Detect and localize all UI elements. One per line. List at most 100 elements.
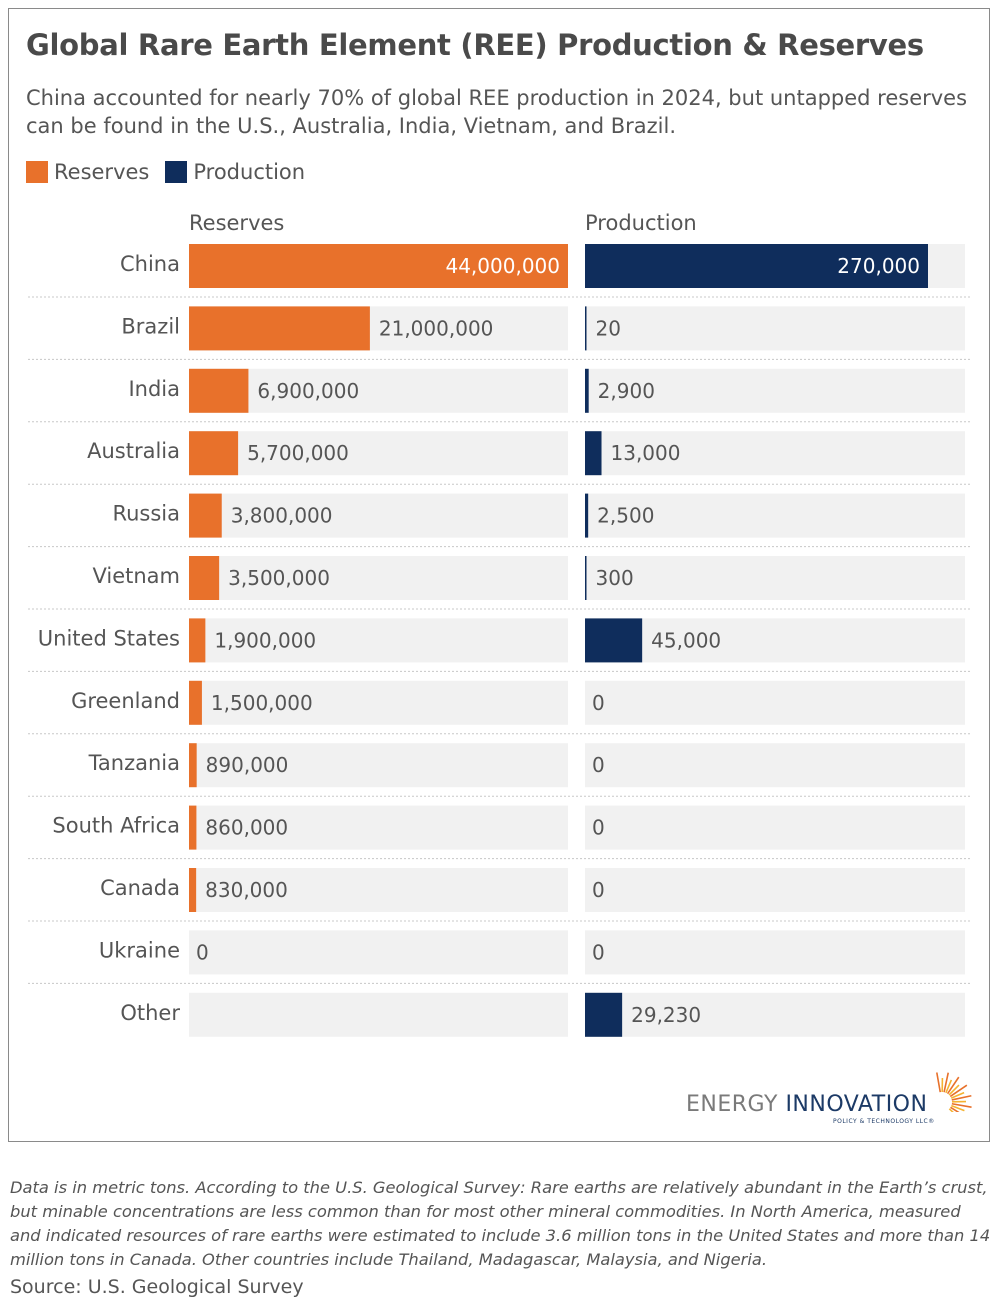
- data-label-production-ukraine: 0: [592, 940, 605, 964]
- category-label-china: China: [120, 252, 180, 276]
- bar-track-production: [585, 868, 965, 912]
- data-label-reserves-ukraine: 0: [196, 940, 209, 964]
- category-label-russia: Russia: [112, 502, 180, 526]
- legend-item-production: Production: [165, 160, 305, 184]
- category-label-canada: Canada: [100, 876, 180, 900]
- sun-ray: [946, 1076, 960, 1095]
- data-label-production-russia: 2,500: [597, 504, 654, 528]
- bar-track-reserves: [189, 431, 568, 476]
- category-label-ukraine: Ukraine: [99, 938, 180, 962]
- bar-reserves-russia: [189, 493, 222, 538]
- legend-label-production: Production: [193, 160, 306, 184]
- sun-ray: [945, 1079, 953, 1094]
- data-label-reserves-brazil: 21,000,000: [379, 316, 494, 340]
- energy-innovation-logo: ENERGY INNOVATION POLICY & TECHNOLOGY LL…: [686, 1072, 976, 1128]
- category-label-brazil: Brazil: [121, 314, 180, 338]
- footnote: Data is in metric tons. According to the…: [10, 1178, 991, 1269]
- category-label-other: Other: [120, 1001, 180, 1025]
- bar-reserves-china: [189, 244, 568, 288]
- bar-track-production: [585, 805, 965, 850]
- legend-swatch-production: [165, 161, 188, 183]
- data-label-production-australia: 13,000: [611, 441, 681, 465]
- data-label-production-vietnam: 300: [596, 566, 634, 590]
- sun-ray: [948, 1108, 954, 1112]
- bar-reserves-australia: [189, 431, 239, 476]
- data-label-production-china: 270,000: [837, 254, 920, 278]
- bar-track-reserves: [189, 368, 568, 413]
- data-label-production-india: 2,900: [598, 379, 655, 403]
- chart-title: Global Rare Earth Element (REE) Producti…: [26, 28, 924, 62]
- sun-ray: [948, 1084, 960, 1096]
- legend: Reserves Production: [26, 158, 321, 186]
- chart-frame: [8, 8, 990, 1142]
- sun-ray: [949, 1084, 968, 1098]
- category-label-vietnam: Vietnam: [92, 564, 180, 588]
- data-label-reserves-vietnam: 3,500,000: [228, 566, 330, 590]
- sun-ray: [936, 1072, 942, 1093]
- bar-reserves-south-africa: [189, 805, 197, 850]
- bar-reserves-greenland: [189, 680, 202, 725]
- sun-ray: [950, 1106, 960, 1112]
- data-label-production-united-states: 45,000: [651, 628, 721, 652]
- data-label-reserves-russia: 3,800,000: [231, 504, 333, 528]
- category-label-tanzania: Tanzania: [88, 751, 180, 775]
- data-label-production-other: 29,230: [631, 1003, 701, 1027]
- bar-reserves-india: [189, 368, 249, 413]
- logo-wordmark: ENERGY INNOVATION: [686, 1092, 927, 1117]
- chart-subtitle: China accounted for nearly 70% of global…: [26, 86, 968, 138]
- bar-track-production: [585, 618, 965, 663]
- sunburst-icon: [936, 1072, 972, 1112]
- data-label-reserves-india: 6,900,000: [257, 379, 359, 403]
- data-label-production-brazil: 20: [596, 316, 621, 340]
- sun-ray: [951, 1094, 972, 1101]
- sun-ray: [950, 1091, 965, 1099]
- bar-track-reserves: [189, 930, 568, 975]
- legend-label-reserves: Reserves: [54, 160, 150, 184]
- bar-track-reserves: [189, 618, 568, 663]
- data-label-reserves-australia: 5,700,000: [247, 441, 349, 465]
- bar-track-production: [585, 743, 965, 788]
- bar-production-brazil: [585, 306, 587, 351]
- data-label-reserves-united-states: 1,900,000: [214, 628, 316, 652]
- data-label-production-canada: 0: [592, 878, 605, 902]
- bar-chart: Reserves Production China 44,000,000 270,000…: [28, 211, 972, 1037]
- bar-track-reserves: [189, 493, 568, 538]
- data-label-reserves-canada: 830,000: [205, 878, 288, 902]
- legend-item-reserves: Reserves: [26, 160, 149, 184]
- data-label-reserves-tanzania: 890,000: [206, 753, 289, 777]
- bar-reserves-vietnam: [189, 556, 220, 600]
- bar-reserves-tanzania: [189, 743, 197, 788]
- bar-reserves-united-states: [189, 618, 206, 663]
- bar-track-reserves: [189, 743, 568, 788]
- bar-production-united-states: [585, 618, 643, 663]
- data-label-reserves-south-africa: 860,000: [205, 816, 288, 840]
- data-label-reserves-greenland: 1,500,000: [211, 691, 313, 715]
- bar-production-vietnam: [585, 556, 587, 600]
- category-label-greenland: Greenland: [71, 689, 180, 713]
- bar-production-china: [585, 244, 928, 288]
- data-label-production-greenland: 0: [592, 691, 605, 715]
- sun-ray: [943, 1072, 950, 1093]
- bar-track-production: [585, 556, 965, 600]
- bar-reserves-canada: [189, 868, 197, 912]
- sun-ray: [951, 1102, 972, 1108]
- bar-track-reserves: [189, 805, 568, 850]
- logo-tagline: POLICY & TECHNOLOGY LLC®: [833, 1118, 935, 1125]
- category-label-australia: Australia: [87, 439, 180, 463]
- bar-track-production: [585, 368, 965, 413]
- sun-ray: [951, 1104, 965, 1112]
- bar-track-production: [585, 493, 965, 538]
- bar-track-production: [585, 930, 965, 975]
- bar-production-other: [585, 992, 623, 1037]
- bar-reserves-brazil: [189, 306, 370, 351]
- bar-track-reserves: [189, 680, 568, 725]
- bar-track-reserves: [189, 556, 568, 600]
- bar-production-india: [585, 368, 589, 413]
- bar-track-production: [585, 431, 965, 476]
- data-label-production-tanzania: 0: [592, 753, 605, 777]
- data-label-reserves-china: 44,000,000: [445, 254, 560, 278]
- bar-track-reserves: [189, 992, 568, 1037]
- panel-header-production: Production: [585, 211, 697, 235]
- bar-track-reserves: [189, 868, 568, 912]
- logo-word-innovation: INNOVATION: [785, 1092, 928, 1117]
